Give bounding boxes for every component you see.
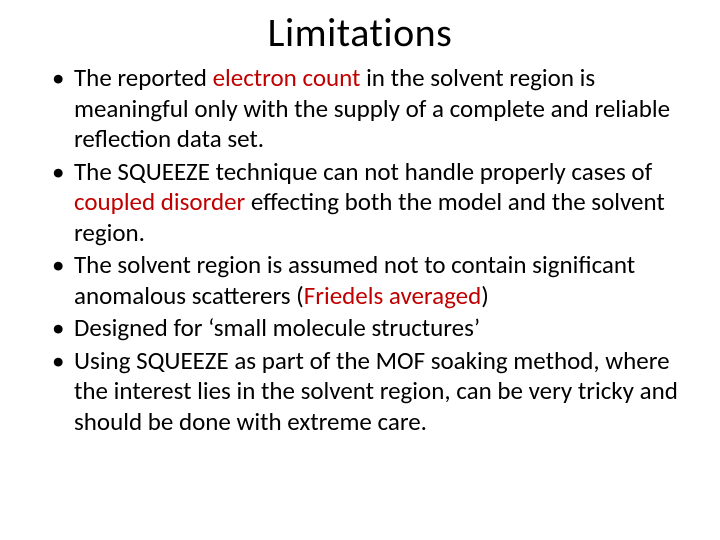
slide-title: Limitations: [28, 8, 692, 57]
highlight-text: coupled disorder: [74, 186, 245, 217]
text-run: The reported: [74, 62, 213, 93]
text-run: The SQUEEZE technique can not handle pro…: [74, 156, 652, 187]
slide-container: Limitations The reported electron count …: [0, 0, 720, 540]
highlight-text: averaged: [389, 280, 481, 311]
text-run: Designed for ‘small molecule structures’: [74, 312, 480, 343]
highlight-text: electron count: [213, 62, 361, 93]
bullet-list: The reported electron count in the solve…: [28, 63, 692, 437]
list-item: The solvent region is assumed not to con…: [52, 250, 684, 311]
list-item: Using SQUEEZE as part of the MOF soaking…: [52, 346, 684, 438]
text-run: Using SQUEEZE as part of the MOF soaking…: [74, 345, 678, 437]
highlight-text: Friedels: [304, 280, 383, 311]
text-run: ): [481, 280, 489, 311]
list-item: Designed for ‘small molecule structures’: [52, 313, 684, 344]
list-item: The reported electron count in the solve…: [52, 63, 684, 155]
list-item: The SQUEEZE technique can not handle pro…: [52, 157, 684, 249]
